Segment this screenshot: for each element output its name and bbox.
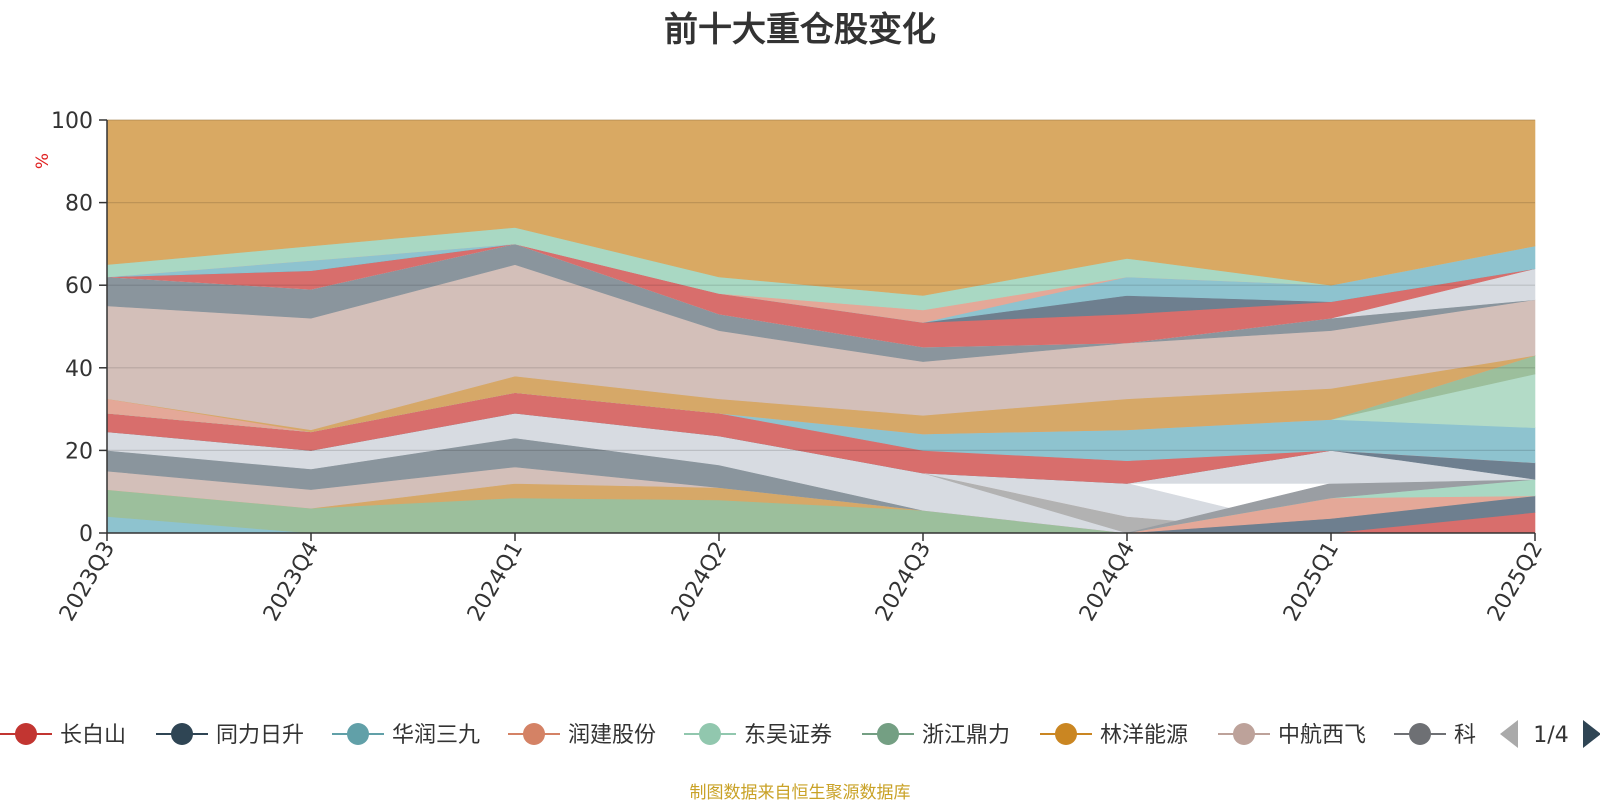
legend: 长白山 同力日升 华润三九 润建股份 东吴证券 浙江鼎力 林洋能源 中航西飞 科 bbox=[0, 723, 1476, 748]
y-tick-label: 20 bbox=[65, 439, 93, 464]
legend-marker bbox=[699, 723, 721, 745]
y-tick-label: 40 bbox=[65, 357, 93, 382]
legend-label: 东吴证券 bbox=[744, 723, 832, 748]
area-band-30 bbox=[106, 119, 1536, 296]
legend-label: 浙江鼎力 bbox=[922, 723, 1010, 748]
x-tick-label: 2025Q2 bbox=[1483, 538, 1548, 626]
x-tick-label: 2024Q2 bbox=[667, 538, 732, 626]
legend-item[interactable]: 中航西飞 bbox=[1218, 723, 1366, 748]
legend-marker bbox=[1409, 723, 1431, 745]
x-tick-label: 2024Q1 bbox=[463, 538, 528, 626]
legend-label: 林洋能源 bbox=[1100, 723, 1188, 748]
legend-marker bbox=[1233, 723, 1255, 745]
legend-marker bbox=[523, 723, 545, 745]
legend-page-indicator: 1/4 bbox=[1533, 723, 1568, 748]
y-tick-label: 60 bbox=[65, 274, 93, 299]
y-tick-label: 100 bbox=[51, 109, 93, 134]
x-tick-label: 2025Q1 bbox=[1279, 538, 1344, 626]
y-axis-label: % bbox=[33, 153, 53, 169]
legend-label: 同力日升 bbox=[216, 723, 304, 748]
legend-label: 中航西飞 bbox=[1278, 723, 1366, 748]
legend-item[interactable]: 林洋能源 bbox=[1040, 723, 1188, 748]
legend-prev-arrow-icon[interactable] bbox=[1500, 720, 1518, 748]
x-tick-label: 2023Q3 bbox=[55, 538, 120, 626]
legend-item[interactable]: 同力日升 bbox=[156, 723, 304, 748]
legend-item[interactable]: 润建股份 bbox=[508, 723, 656, 748]
legend-item[interactable]: 浙江鼎力 bbox=[862, 723, 1010, 748]
x-tick-label: 2024Q3 bbox=[871, 538, 936, 626]
legend-item[interactable]: 东吴证券 bbox=[684, 723, 832, 748]
legend-item[interactable]: 长白山 bbox=[0, 723, 126, 748]
legend-label: 科 bbox=[1454, 723, 1476, 748]
legend-label: 长白山 bbox=[60, 723, 126, 748]
grid-lines bbox=[107, 119, 1535, 451]
legend-marker bbox=[171, 723, 193, 745]
legend-marker bbox=[877, 723, 899, 745]
y-tick-label: 80 bbox=[65, 192, 93, 217]
data-source-note: 制图数据来自恒生聚源数据库 bbox=[689, 783, 911, 803]
chart-title: 前十大重仓股变化 bbox=[664, 10, 936, 50]
x-tick-label: 2024Q4 bbox=[1075, 538, 1140, 626]
legend-item[interactable]: 科 bbox=[1394, 723, 1476, 748]
legend-next-arrow-icon[interactable] bbox=[1583, 720, 1600, 748]
legend-marker bbox=[1055, 723, 1077, 745]
legend-label: 润建股份 bbox=[568, 723, 656, 748]
y-tick-label: 0 bbox=[79, 522, 93, 547]
legend-label: 华润三九 bbox=[392, 723, 480, 748]
legend-marker bbox=[15, 723, 37, 745]
legend-marker bbox=[347, 723, 369, 745]
legend-pager: 1/4 bbox=[1500, 720, 1600, 748]
area-bands bbox=[106, 119, 1536, 534]
x-tick-label: 2023Q4 bbox=[259, 538, 324, 626]
legend-item[interactable]: 华润三九 bbox=[332, 723, 480, 748]
